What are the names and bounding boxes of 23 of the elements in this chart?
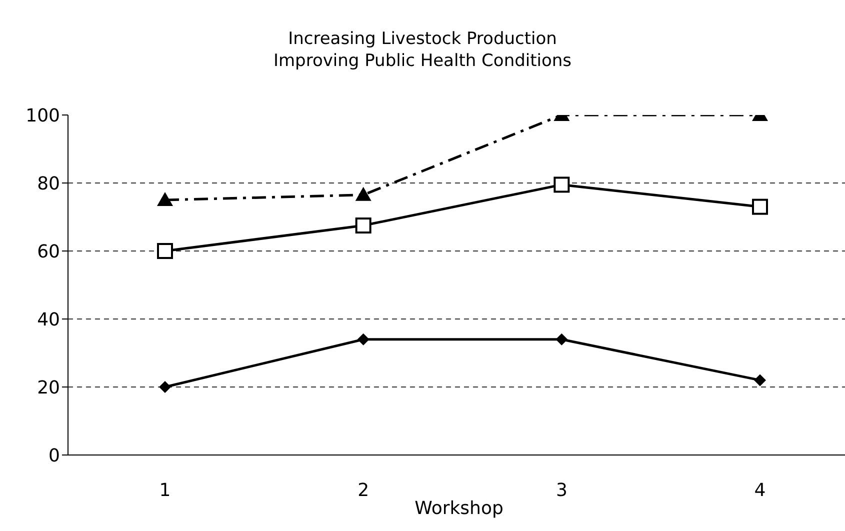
- point: [357, 333, 370, 346]
- y-tick-label: 20: [37, 377, 60, 398]
- point: [355, 218, 372, 234]
- y-tick-label: 40: [37, 309, 60, 330]
- y-tick-label: 60: [37, 241, 60, 262]
- point: [159, 381, 171, 393]
- point: [157, 192, 173, 206]
- point: [554, 176, 570, 193]
- chart-title: Increasing Livestock Production: [287, 28, 558, 50]
- y-tick-label: 100: [26, 105, 60, 126]
- point: [556, 333, 568, 346]
- y-tick-label: 80: [37, 173, 60, 194]
- x-axis-title: Workshop: [414, 498, 504, 519]
- x-tick-label: 4: [754, 480, 766, 501]
- x-tick-label: 2: [358, 480, 370, 501]
- point: [754, 374, 766, 386]
- point: [157, 243, 173, 259]
- chart-subtitle: Improving Public Health Conditions: [272, 50, 573, 72]
- x-tick-label: 3: [556, 480, 568, 501]
- point: [355, 186, 372, 201]
- x-tick-label: 1: [159, 480, 171, 501]
- point: [752, 198, 768, 215]
- y-tick-label: 0: [48, 445, 60, 466]
